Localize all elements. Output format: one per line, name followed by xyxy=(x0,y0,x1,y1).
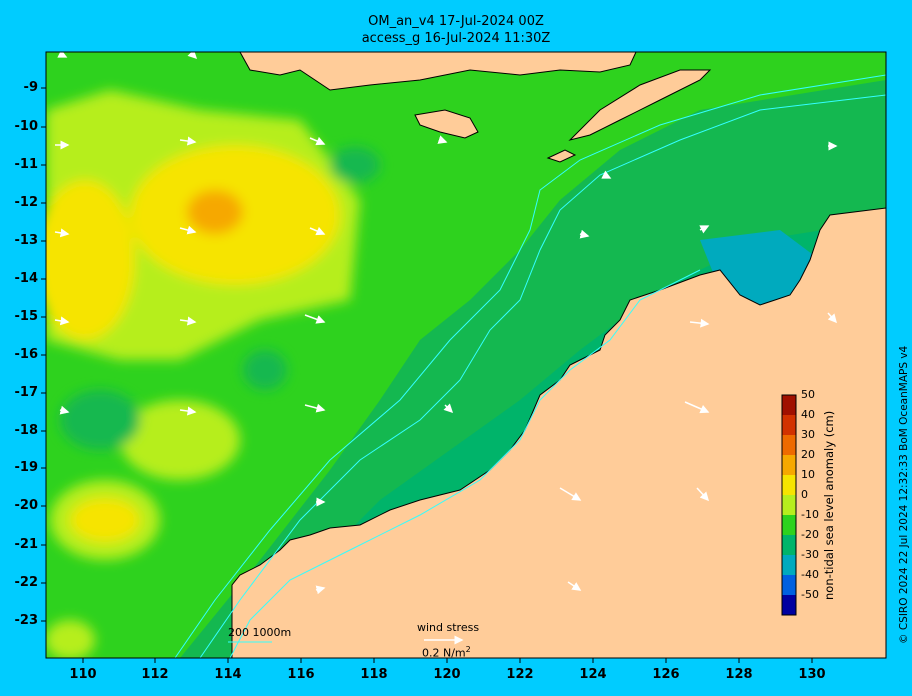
lat-tick-label: -15 xyxy=(14,309,39,324)
lat-tick-label: -22 xyxy=(14,575,39,590)
lat-tick-label: -19 xyxy=(14,460,39,475)
lat-tick-label: -23 xyxy=(14,613,39,628)
lon-tick-label: 112 xyxy=(141,667,169,682)
northern-islands xyxy=(239,52,637,91)
lon-tick-label: 118 xyxy=(360,667,388,682)
west-edge-high xyxy=(46,180,135,340)
lon-tick-label: 114 xyxy=(214,667,242,682)
mid-low xyxy=(243,350,287,390)
lat-tick-label: -9 xyxy=(23,80,38,95)
isobath-lines xyxy=(174,74,886,658)
rote-island xyxy=(546,149,577,163)
bathymetry-legend-label: 200 1000m xyxy=(228,626,292,639)
west-low xyxy=(60,390,140,450)
lon-tick-label: 126 xyxy=(652,667,680,682)
title-line-2: access_g 16-Jul-2024 11:30Z xyxy=(361,31,551,46)
lat-tick-label: -20 xyxy=(14,498,39,513)
wind-stress-label: wind stress xyxy=(417,621,480,634)
lon-tick-label: 128 xyxy=(725,667,753,682)
sumba-island xyxy=(414,109,479,139)
mid-high xyxy=(120,400,240,480)
lat-tick-label: -12 xyxy=(14,195,39,210)
colorbar-tick: -50 xyxy=(801,588,819,601)
colorbar-label: non-tidal sea level anomaly (cm) xyxy=(822,410,836,600)
colorbar-tick: -20 xyxy=(801,528,819,541)
wind-stress-scale-exponent: 2 xyxy=(465,645,471,654)
wind-stress-scale-value: 0.2 N/m xyxy=(422,646,466,660)
lon-tick-label: 124 xyxy=(579,667,607,682)
colorbar-tick: -40 xyxy=(801,568,819,581)
lon-tick-label: 130 xyxy=(798,667,826,682)
lat-tick-label: -21 xyxy=(14,537,39,552)
colorbar-tick: 50 xyxy=(801,388,815,401)
lat-tick-label: -18 xyxy=(14,423,39,438)
colorbar-tick: 10 xyxy=(801,468,815,481)
colorbar-tick: 40 xyxy=(801,408,815,421)
lat-tick-label: -13 xyxy=(14,233,39,248)
lat-tick-label: -16 xyxy=(14,347,39,362)
wind-stress-scale: 0.2 N/m2 xyxy=(422,645,471,660)
credit-text: © CSIRO 2024 22 Jul 2024 12:32:33 BoM Oc… xyxy=(898,345,910,644)
australia-land xyxy=(231,207,886,658)
north-low xyxy=(330,147,380,183)
title-line-1: OM_an_v4 17-Jul-2024 00Z xyxy=(368,14,544,29)
lon-tick-label: 120 xyxy=(433,667,461,682)
sw-core xyxy=(70,498,140,542)
colorbar-tick: 30 xyxy=(801,428,815,441)
shelf-anomaly-band xyxy=(180,80,886,658)
colorbar-tick: 0 xyxy=(801,488,808,501)
map-frame xyxy=(46,52,886,658)
colorbar-tick: -30 xyxy=(801,548,819,561)
lat-tick-label: -14 xyxy=(14,271,39,286)
lon-tick-label: 110 xyxy=(69,667,97,682)
colorbar xyxy=(781,394,797,616)
timor-island xyxy=(568,69,712,141)
lat-tick-label: -11 xyxy=(14,157,39,172)
lat-tick-label: -10 xyxy=(14,119,39,134)
central-core xyxy=(187,190,243,234)
colorbar-tick: 20 xyxy=(801,448,815,461)
lat-tick-label: -17 xyxy=(14,385,39,400)
lower-left-high xyxy=(46,620,95,658)
lon-tick-label: 122 xyxy=(506,667,534,682)
lon-tick-label: 116 xyxy=(287,667,315,682)
axis-ticks xyxy=(41,87,813,663)
wind-arrows xyxy=(54,52,838,595)
colorbar-tick: -10 xyxy=(801,508,819,521)
